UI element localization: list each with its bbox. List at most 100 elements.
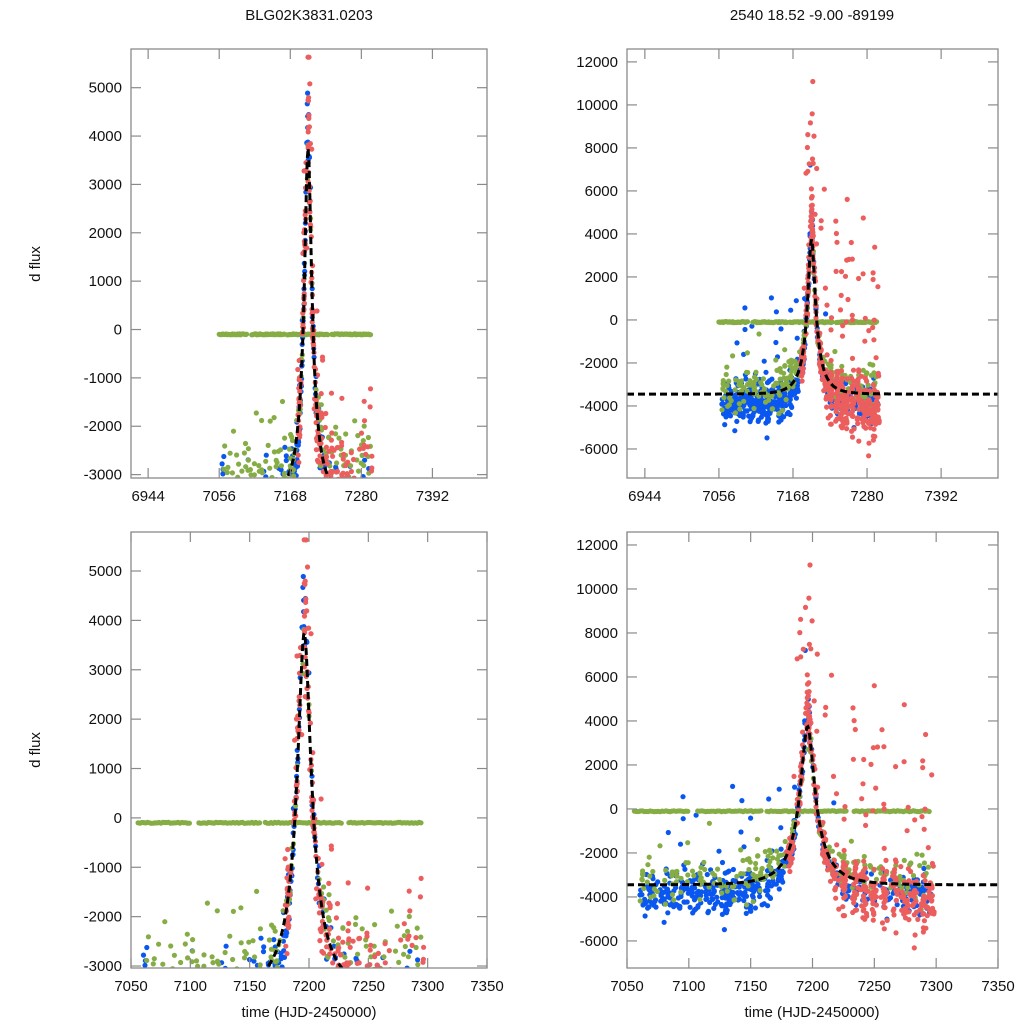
- data-point: [833, 409, 839, 415]
- data-point: [727, 395, 733, 401]
- data-point: [331, 501, 336, 506]
- data-point: [241, 543, 246, 548]
- data-point: [233, 545, 238, 550]
- data-point: [272, 512, 277, 517]
- y-tick-label: 8000: [585, 140, 618, 157]
- data-point: [223, 538, 228, 543]
- data-point: [807, 120, 814, 126]
- data-point: [257, 535, 262, 540]
- data-point: [763, 888, 769, 894]
- data-point: [367, 554, 372, 559]
- data-point: [732, 410, 739, 416]
- data-point: [341, 523, 346, 528]
- data-point: [276, 482, 281, 487]
- data-point: [323, 535, 328, 540]
- data-point: [201, 963, 207, 968]
- data-point: [753, 369, 759, 375]
- data-point: [255, 969, 260, 974]
- data-point: [843, 415, 849, 421]
- data-point: [190, 971, 195, 976]
- data-point: [418, 934, 424, 940]
- data-point: [352, 518, 357, 523]
- data-point: [330, 593, 335, 598]
- data-point: [319, 497, 324, 502]
- data-point: [272, 480, 277, 485]
- data-point: [410, 1000, 415, 1005]
- data-point: [240, 495, 245, 500]
- panel-bottom-right: 7050 7100 7150 7200 7250 7300 7350-6000-4000-2…: [576, 531, 1015, 995]
- data-point: [258, 541, 263, 546]
- data-point: [839, 404, 845, 410]
- data-point: [289, 481, 294, 486]
- data-point: [827, 412, 834, 419]
- baseline-point: [338, 820, 344, 826]
- data-point: [263, 474, 269, 478]
- data-point: [637, 898, 643, 904]
- data-point: [353, 955, 359, 962]
- data-point: [758, 380, 764, 386]
- data-point: [263, 505, 268, 510]
- data-point: [230, 512, 235, 517]
- data-point: [281, 470, 288, 476]
- data-point: [770, 855, 776, 861]
- data-point: [413, 944, 419, 951]
- data-point: [265, 482, 270, 487]
- data-point: [709, 870, 716, 876]
- data-point: [340, 482, 345, 487]
- data-point: [244, 533, 249, 538]
- data-point: [247, 995, 252, 1000]
- data-point: [407, 908, 413, 914]
- data-point: [355, 549, 360, 554]
- data-point: [150, 1005, 155, 1010]
- data-point: [416, 1015, 421, 1020]
- data-point: [736, 891, 742, 897]
- y-tick-label: 3000: [89, 662, 122, 679]
- data-point: [267, 418, 273, 424]
- data-point: [645, 862, 651, 868]
- data-point: [286, 446, 292, 452]
- data-point: [224, 521, 229, 526]
- data-point: [855, 420, 861, 427]
- data-point: [332, 489, 337, 494]
- data-point: [392, 969, 397, 974]
- data-point: [346, 990, 351, 995]
- data-point: [283, 457, 289, 464]
- x-tick-label: 6944: [131, 488, 164, 505]
- data-point: [719, 859, 726, 866]
- data-point: [808, 234, 814, 241]
- data-point: [253, 497, 258, 502]
- data-point: [824, 302, 830, 308]
- data-point: [835, 371, 841, 377]
- data-point: [293, 782, 299, 789]
- data-point: [857, 396, 863, 402]
- data-point: [273, 526, 278, 531]
- data-point: [361, 480, 366, 485]
- data-point: [150, 996, 155, 1001]
- data-point: [356, 999, 361, 1004]
- data-point: [151, 1012, 156, 1017]
- x-tick-label: 7280: [850, 488, 883, 505]
- data-point: [685, 840, 691, 846]
- data-point: [157, 1020, 162, 1024]
- y-tick-label: -3000: [84, 958, 122, 975]
- data-point: [166, 1002, 171, 1007]
- data-point: [288, 479, 293, 484]
- data-point: [223, 480, 228, 485]
- data-point: [332, 482, 337, 487]
- data-point: [209, 954, 215, 960]
- data-point: [861, 853, 867, 860]
- data-point: [282, 902, 288, 908]
- data-point: [348, 510, 353, 515]
- data-point: [256, 463, 262, 469]
- data-point: [142, 962, 148, 968]
- data-point: [167, 1007, 172, 1012]
- y-tick-label: -2000: [84, 909, 122, 926]
- data-point: [266, 977, 271, 982]
- data-point: [421, 1020, 426, 1024]
- y-tick-label: -1000: [84, 859, 122, 876]
- data-point: [247, 551, 252, 556]
- series-green: [216, 142, 374, 543]
- data-point: [360, 522, 365, 527]
- data-point: [154, 999, 159, 1004]
- data-point: [324, 513, 329, 518]
